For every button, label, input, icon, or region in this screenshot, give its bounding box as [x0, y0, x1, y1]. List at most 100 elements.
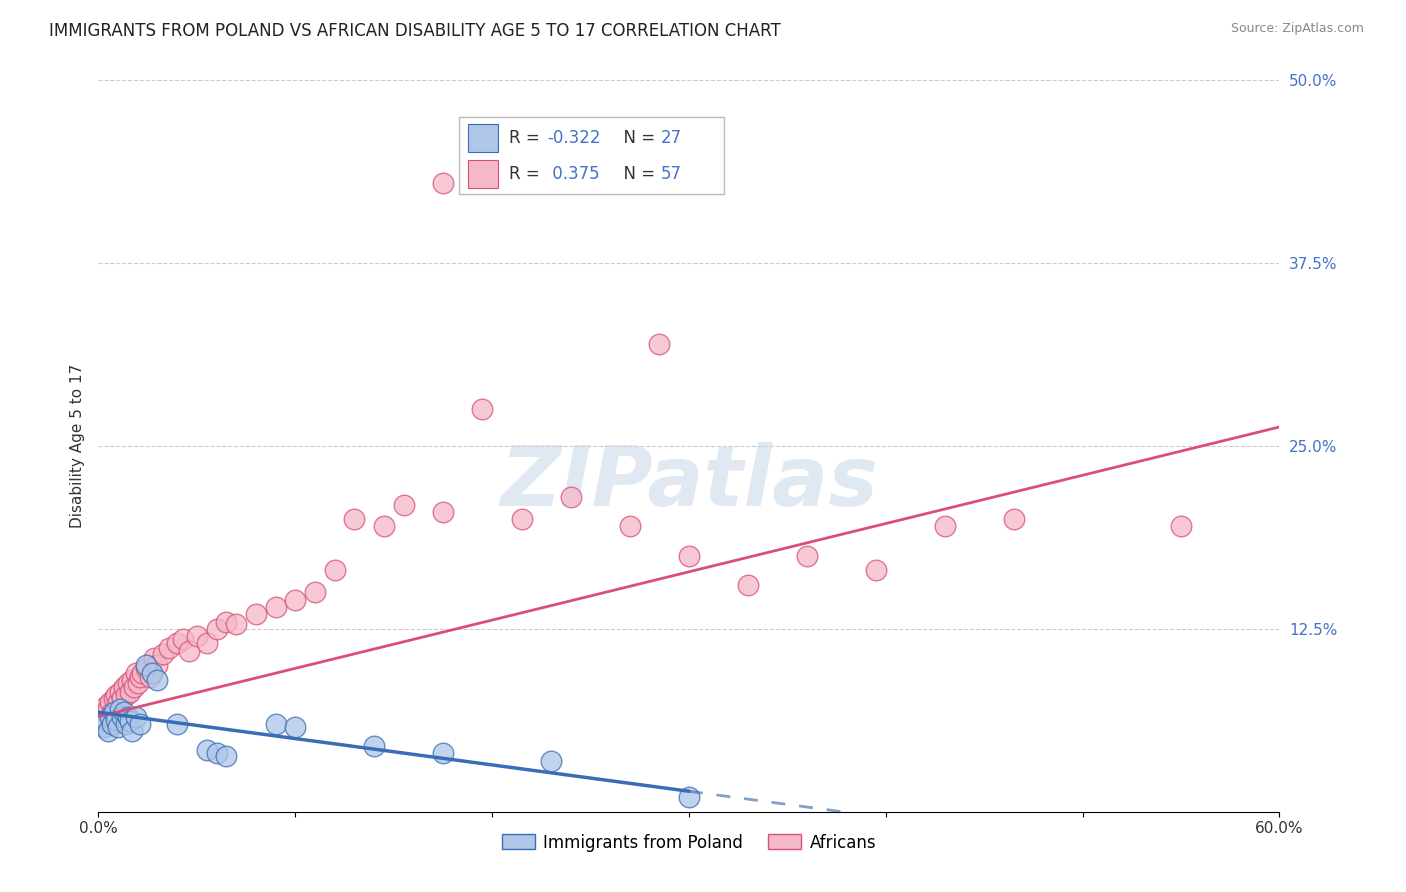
Point: [648, 336, 671, 351]
Point: [1002, 512, 1025, 526]
Point: [105, 713, 128, 727]
Point: [115, 717, 138, 731]
Point: [678, 549, 700, 563]
Point: [98, 709, 121, 723]
Point: [111, 690, 134, 705]
Point: [284, 720, 307, 734]
Point: [96, 714, 118, 728]
Point: [135, 658, 157, 673]
Point: [343, 512, 366, 526]
FancyBboxPatch shape: [468, 160, 498, 187]
Point: [107, 720, 129, 734]
Point: [111, 709, 134, 723]
Point: [225, 617, 247, 632]
Point: [93, 720, 115, 734]
Point: [432, 746, 454, 760]
Point: [166, 636, 188, 650]
Point: [152, 647, 174, 661]
Point: [142, 651, 165, 665]
Point: [93, 705, 115, 719]
Point: [125, 709, 148, 723]
FancyBboxPatch shape: [458, 117, 724, 194]
Point: [121, 673, 143, 687]
Point: [264, 599, 287, 614]
Text: IMMIGRANTS FROM POLAND VS AFRICAN DISABILITY AGE 5 TO 17 CORRELATION CHART: IMMIGRANTS FROM POLAND VS AFRICAN DISABI…: [49, 22, 780, 40]
Text: N =: N =: [613, 129, 661, 147]
Point: [177, 644, 200, 658]
Point: [540, 754, 562, 768]
Point: [101, 717, 124, 731]
Point: [121, 724, 143, 739]
Point: [146, 658, 169, 673]
Point: [135, 661, 157, 675]
Point: [97, 724, 120, 739]
Point: [105, 688, 128, 702]
Point: [118, 714, 141, 728]
Text: R =: R =: [509, 129, 546, 147]
Point: [195, 636, 218, 650]
Point: [471, 402, 494, 417]
Point: [146, 673, 169, 687]
Point: [392, 498, 415, 512]
Point: [363, 739, 385, 753]
Point: [205, 622, 228, 636]
Point: [186, 629, 208, 643]
Point: [619, 519, 641, 533]
Point: [96, 699, 118, 714]
Point: [304, 585, 326, 599]
Point: [796, 549, 818, 563]
Point: [112, 681, 135, 695]
Text: N =: N =: [613, 165, 661, 183]
Point: [205, 746, 228, 760]
Point: [678, 790, 700, 805]
Point: [373, 519, 395, 533]
Point: [117, 676, 139, 690]
Point: [215, 615, 238, 629]
Point: [737, 578, 759, 592]
Point: [1170, 519, 1192, 533]
Text: 57: 57: [661, 165, 682, 183]
Point: [101, 705, 124, 719]
Point: [166, 717, 188, 731]
Point: [432, 505, 454, 519]
Point: [128, 717, 150, 731]
Text: 0.375: 0.375: [547, 165, 600, 183]
Text: 27: 27: [661, 129, 682, 147]
Point: [264, 717, 287, 731]
Point: [108, 702, 131, 716]
Legend: Immigrants from Poland, Africans: Immigrants from Poland, Africans: [495, 827, 883, 858]
Text: Source: ZipAtlas.com: Source: ZipAtlas.com: [1230, 22, 1364, 36]
Point: [115, 688, 138, 702]
Point: [118, 685, 141, 699]
Point: [432, 176, 454, 190]
Point: [98, 695, 121, 709]
Point: [112, 705, 135, 719]
Point: [125, 665, 148, 680]
Text: -0.322: -0.322: [547, 129, 600, 147]
Point: [172, 632, 194, 646]
Point: [122, 681, 145, 695]
Point: [97, 702, 120, 716]
Y-axis label: Disability Age 5 to 17: Disability Age 5 to 17: [69, 364, 84, 528]
Point: [108, 685, 131, 699]
Point: [138, 670, 160, 684]
Point: [103, 690, 125, 705]
Point: [91, 709, 114, 723]
Point: [934, 519, 956, 533]
Point: [128, 670, 150, 684]
Point: [215, 749, 238, 764]
Point: [103, 705, 125, 719]
Point: [107, 695, 129, 709]
Text: R =: R =: [509, 165, 546, 183]
Point: [865, 563, 887, 577]
Point: [510, 512, 533, 526]
Point: [195, 743, 218, 757]
Point: [131, 665, 153, 680]
Point: [141, 665, 163, 680]
Point: [284, 592, 307, 607]
Point: [127, 676, 149, 690]
Point: [157, 640, 180, 655]
Text: ZIPatlas: ZIPatlas: [501, 442, 877, 523]
FancyBboxPatch shape: [468, 125, 498, 153]
Point: [560, 490, 582, 504]
